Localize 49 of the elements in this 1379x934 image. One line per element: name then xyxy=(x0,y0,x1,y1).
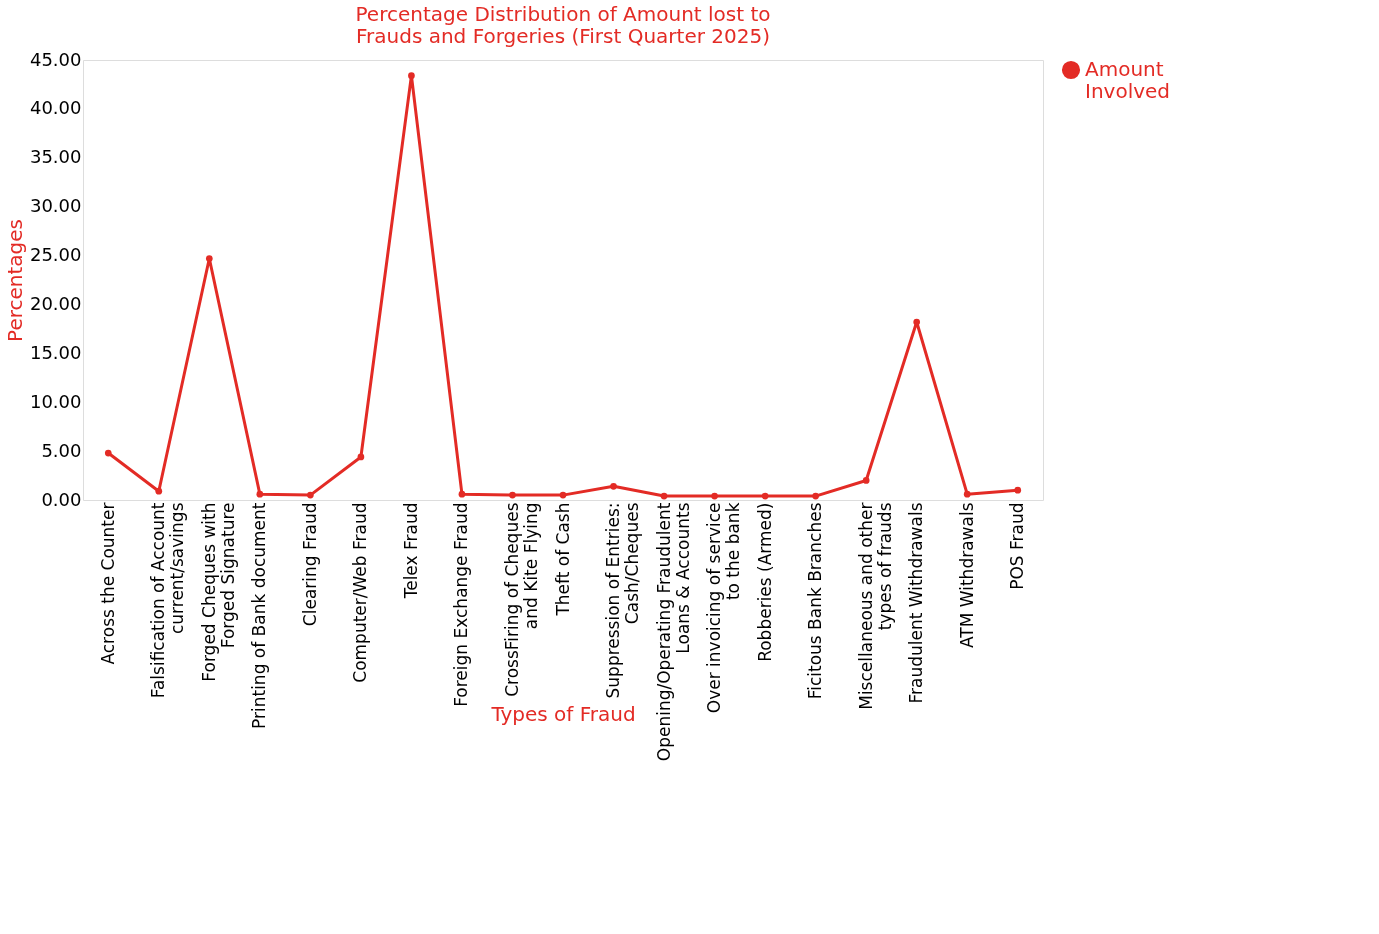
x-tick-label: POS Fraud xyxy=(1007,502,1028,590)
point xyxy=(862,477,870,484)
chart-title: Percentage Distribution of Amount lost to Frauds and Forgeries (First Quarter 2025) xyxy=(355,2,771,48)
point xyxy=(812,492,819,500)
y-tick-label: 40.00 xyxy=(29,97,82,119)
legend-label: Amount Involved xyxy=(1085,57,1171,103)
x-tick-label: Fraudulent Withdrawals xyxy=(906,502,927,704)
y-tick-label: 35.00 xyxy=(29,146,82,168)
point xyxy=(509,491,516,499)
x-tick-label: Ficitous Bank Branches xyxy=(805,502,826,700)
y-tick-label: 0.00 xyxy=(41,488,82,510)
point xyxy=(913,318,921,326)
x-tick-label: Foreign Exchange Fraud xyxy=(451,502,472,707)
point xyxy=(357,453,365,461)
point xyxy=(660,492,668,500)
x-tick-label: Telex Fraud xyxy=(400,502,421,600)
point xyxy=(761,492,769,500)
x-tick-label: Across the Counter xyxy=(97,502,118,665)
x-tick-label: ATM Withdrawals xyxy=(956,502,977,648)
x-tick-label: Over invoicing of service to the bank xyxy=(704,502,744,714)
point xyxy=(458,490,466,498)
point xyxy=(104,449,112,457)
y-tick-label: 20.00 xyxy=(29,292,82,314)
y-axis-title: Percentages xyxy=(2,219,27,342)
y-tick-label: 15.00 xyxy=(29,341,82,363)
x-axis-title: Types of Fraud xyxy=(490,701,636,726)
x-tick-label: Falsification of Account current/savings xyxy=(148,502,188,699)
x-tick-label: Robberies (Armed) xyxy=(754,502,775,662)
point xyxy=(711,492,718,500)
point xyxy=(307,491,314,499)
point xyxy=(408,72,415,79)
y-tick-label: 25.00 xyxy=(29,244,82,266)
x-tick-label: Computer/Web Fraud xyxy=(350,502,371,683)
point xyxy=(559,491,567,499)
point xyxy=(1014,486,1022,494)
x-tick-label: Miscellaneous and other types of frauds xyxy=(855,502,895,710)
y-tick-label: 10.00 xyxy=(29,390,82,412)
y-tick-label: 30.00 xyxy=(29,195,82,217)
x-tick-label: CrossFiring of Cheques and Kite Flying xyxy=(501,502,541,697)
y-tick-label: 5.00 xyxy=(41,439,82,461)
x-tick-label: Theft of Cash xyxy=(552,502,573,617)
point xyxy=(963,490,971,498)
y-tick-label: 45.00 xyxy=(29,48,82,70)
point xyxy=(610,482,617,490)
point xyxy=(155,487,163,495)
point xyxy=(256,490,264,498)
point xyxy=(205,255,213,262)
x-tick-label: Clearing Fraud xyxy=(299,502,320,627)
x-tick-label: Printing of Bank document xyxy=(249,502,270,729)
